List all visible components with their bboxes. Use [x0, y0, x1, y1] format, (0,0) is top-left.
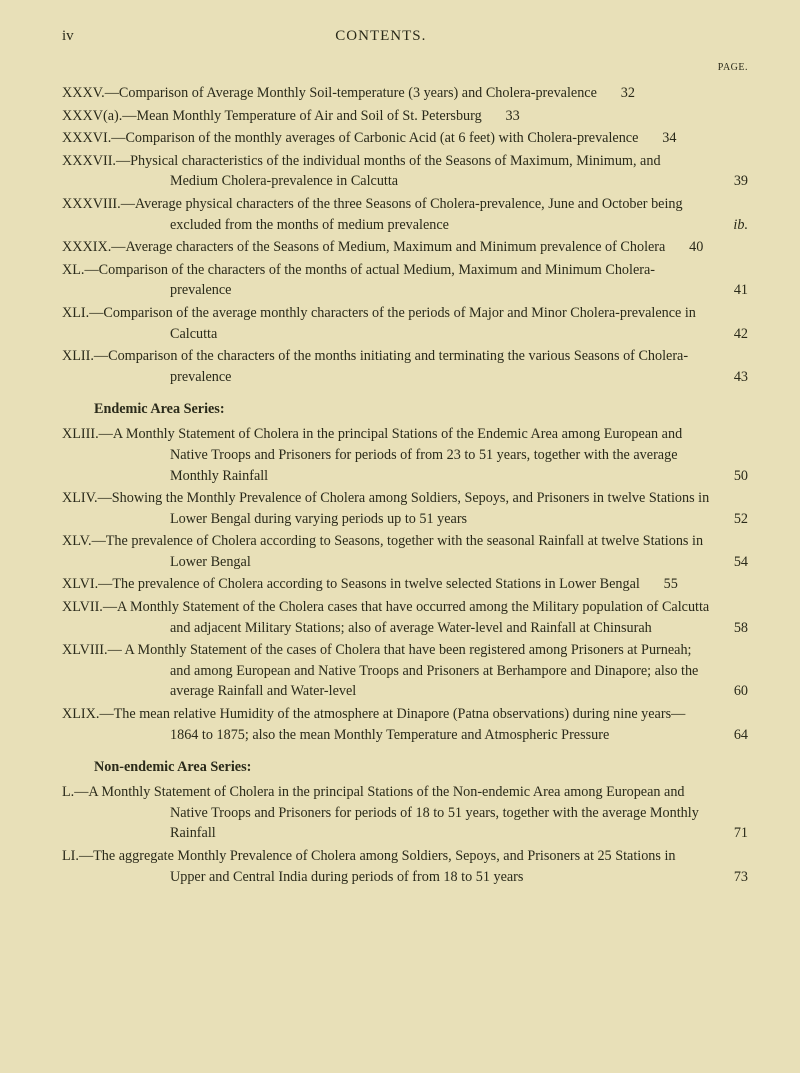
entry-page-number: ib. — [710, 215, 748, 236]
toc-entry: XXXV(a).—Mean Monthly Temperature of Air… — [62, 106, 748, 127]
toc-entry: XLIX.—The mean relative Humidity of the … — [62, 704, 748, 745]
entry-label: XLVI. — [62, 576, 98, 592]
entry-label: XXXVIII. — [62, 196, 121, 212]
page-container: iv CONTENTS. PAGE. XXXV.—Comparison of A… — [0, 0, 800, 1073]
entry-body: —The aggregate Monthly Prevalence of Cho… — [79, 848, 676, 885]
toc-entry: XLVII.—A Monthly Statement of the Choler… — [62, 597, 748, 638]
entry-body: —The prevalence of Cholera according to … — [98, 576, 640, 592]
toc-entry: XXXVI.—Comparison of the monthly average… — [62, 128, 748, 149]
entry-body: —Showing the Monthly Prevalence of Chole… — [98, 490, 710, 527]
entry-label: XLIX. — [62, 706, 99, 722]
entry-page-number: 60 — [710, 681, 748, 702]
entry-text: XL.—Comparison of the characters of the … — [62, 260, 710, 301]
entry-label: XLIII. — [62, 426, 99, 442]
toc-entry: XXXVII.—Physical characteristics of the … — [62, 151, 748, 192]
entry-body: —Comparison of Average Monthly Soil-temp… — [105, 85, 597, 101]
entry-page-number: 55 — [640, 574, 678, 595]
entry-text: XLI.—Comparison of the average monthly c… — [62, 303, 710, 344]
entry-text: XXXVIII.—Average physical characters of … — [62, 194, 710, 235]
entry-label: XXXV. — [62, 85, 105, 101]
toc-entry: XXXV.—Comparison of Average Monthly Soil… — [62, 83, 748, 104]
entry-label: XXXVI. — [62, 130, 111, 146]
entry-label: XLVIII. — [62, 642, 108, 658]
entry-text: XXXIX.—Average characters of the Seasons… — [62, 237, 665, 258]
entry-text: XLVI.—The prevalence of Cholera accordin… — [62, 574, 640, 595]
entry-page-number: 52 — [710, 509, 748, 530]
entry-body: —Comparison of the characters of the mon… — [94, 348, 688, 385]
header-title: CONTENTS. — [335, 28, 426, 45]
toc-entry: XLIII.—A Monthly Statement of Cholera in… — [62, 424, 748, 486]
toc-entry: XLVI.—The prevalence of Cholera accordin… — [62, 574, 748, 595]
entry-label: XXXIX. — [62, 239, 111, 255]
entry-body: —Comparison of the average monthly chara… — [89, 305, 696, 342]
entry-body: —A Monthly Statement of the Cholera case… — [103, 599, 709, 636]
toc-entry: XLIV.—Showing the Monthly Prevalence of … — [62, 488, 748, 529]
entry-text: L.—A Monthly Statement of Cholera in the… — [62, 782, 710, 844]
entry-body: —A Monthly Statement of Cholera in the p… — [74, 784, 699, 841]
entry-page-number: 71 — [710, 823, 748, 844]
entry-label: XXXVII. — [62, 153, 116, 169]
entry-page-number: 33 — [482, 106, 520, 127]
entry-body: —Mean Monthly Temperature of Air and Soi… — [122, 108, 481, 124]
entry-label: XXXV(a). — [62, 108, 122, 124]
toc-entry: XXXVIII.—Average physical characters of … — [62, 194, 748, 235]
section-heading: Endemic Area Series: — [62, 401, 748, 418]
toc-entry: XLVIII.— A Monthly Statement of the case… — [62, 640, 748, 702]
entry-page-number: 54 — [710, 552, 748, 573]
entry-label: XL. — [62, 262, 84, 278]
entry-text: XXXV(a).—Mean Monthly Temperature of Air… — [62, 106, 482, 127]
entry-label: XLII. — [62, 348, 94, 364]
entry-body: —The prevalence of Cholera according to … — [92, 533, 703, 570]
toc-entry: XLI.—Comparison of the average monthly c… — [62, 303, 748, 344]
entry-text: XLIII.—A Monthly Statement of Cholera in… — [62, 424, 710, 486]
entry-label: L. — [62, 784, 74, 800]
entry-page-number: 58 — [710, 618, 748, 639]
entry-body: —Average characters of the Seasons of Me… — [111, 239, 665, 255]
page-number: iv — [62, 28, 74, 45]
entry-page-number: 42 — [710, 324, 748, 345]
entry-page-number: 43 — [710, 367, 748, 388]
toc-entry: LI.—The aggregate Monthly Prevalence of … — [62, 846, 748, 887]
entry-body: —Comparison of the monthly averages of C… — [111, 130, 638, 146]
page-column-label: PAGE. — [718, 62, 748, 73]
entry-body: —Physical characteristics of the individ… — [116, 153, 661, 190]
entry-label: XLVII. — [62, 599, 103, 615]
entry-text: XLV.—The prevalence of Cholera according… — [62, 531, 710, 572]
entry-page-number: 64 — [710, 725, 748, 746]
entry-text: XXXVI.—Comparison of the monthly average… — [62, 128, 638, 149]
entry-text: XLIV.—Showing the Monthly Prevalence of … — [62, 488, 710, 529]
entry-body: —The mean relative Humidity of the atmos… — [99, 706, 685, 743]
toc-entry: XLV.—The prevalence of Cholera according… — [62, 531, 748, 572]
entry-label: XLV. — [62, 533, 92, 549]
entry-body: —Average physical characters of the thre… — [121, 196, 683, 233]
entry-page-number: 40 — [665, 237, 703, 258]
toc-entry: XL.—Comparison of the characters of the … — [62, 260, 748, 301]
entry-label: XLIV. — [62, 490, 98, 506]
toc-entry: XXXIX.—Average characters of the Seasons… — [62, 237, 748, 258]
entry-label: LI. — [62, 848, 79, 864]
entry-text: XLVIII.— A Monthly Statement of the case… — [62, 640, 710, 702]
entry-body: —Comparison of the characters of the mon… — [84, 262, 655, 299]
entry-body: —A Monthly Statement of Cholera in the p… — [99, 426, 683, 483]
toc-entry: XLII.—Comparison of the characters of th… — [62, 346, 748, 387]
entry-page-number: 34 — [638, 128, 676, 149]
entry-text: XXXVII.—Physical characteristics of the … — [62, 151, 710, 192]
entry-label: XLI. — [62, 305, 89, 321]
entry-page-number: 32 — [597, 83, 635, 104]
entry-text: XLIX.—The mean relative Humidity of the … — [62, 704, 710, 745]
entry-text: XLVII.—A Monthly Statement of the Choler… — [62, 597, 710, 638]
section-heading: Non-endemic Area Series: — [62, 759, 748, 776]
entry-page-number: 73 — [710, 867, 748, 888]
entry-text: XLII.—Comparison of the characters of th… — [62, 346, 710, 387]
entry-text: LI.—The aggregate Monthly Prevalence of … — [62, 846, 710, 887]
toc-entry: L.—A Monthly Statement of Cholera in the… — [62, 782, 748, 844]
entry-page-number: 39 — [710, 171, 748, 192]
entry-text: XXXV.—Comparison of Average Monthly Soil… — [62, 83, 597, 104]
entries-container: XXXV.—Comparison of Average Monthly Soil… — [62, 83, 748, 887]
entry-page-number: 50 — [710, 466, 748, 487]
entry-page-number: 41 — [710, 280, 748, 301]
header-row: iv CONTENTS. — [62, 28, 748, 45]
entry-body: — A Monthly Statement of the cases of Ch… — [108, 642, 699, 699]
